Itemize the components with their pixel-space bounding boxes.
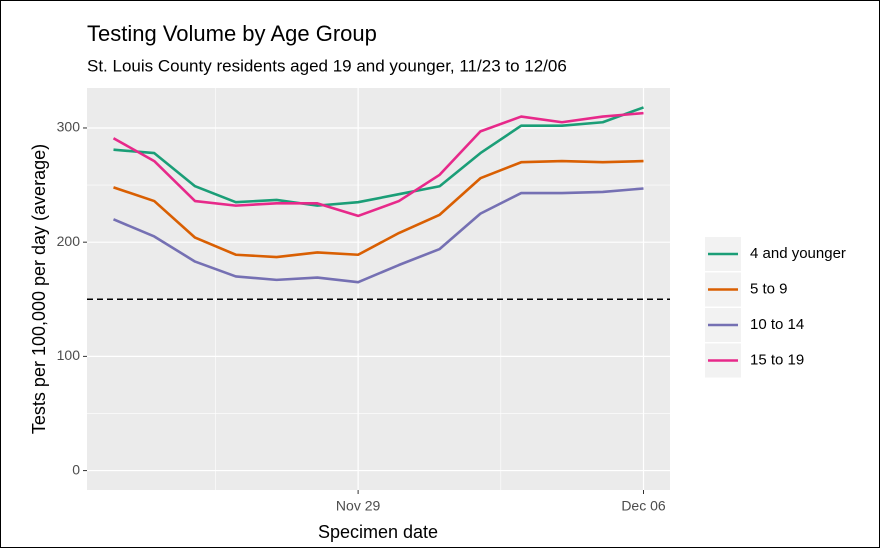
legend-label: 10 to 14 [750,316,804,333]
line-series [113,106,644,207]
line-series [112,187,644,284]
x-axis-title: Specimen date [318,522,438,542]
y-tick-label: 0 [72,461,80,477]
legend-label: 5 to 9 [750,280,788,297]
y-tick-label: 300 [57,119,81,135]
plot-background [87,88,670,490]
legend-label: 15 to 19 [750,351,804,368]
chart-title: Testing Volume by Age Group [87,21,377,46]
legend-label: 4 and younger [750,245,846,262]
line-series [113,159,644,259]
chart-subtitle: St. Louis County residents aged 19 and y… [87,56,567,75]
y-tick-label: 100 [57,347,81,363]
y-tick-label: 200 [57,233,81,249]
line-series [112,111,644,218]
x-tick-label: Nov 29 [336,498,381,514]
x-tick-label: Dec 06 [621,498,666,514]
y-axis-title: Tests per 100,000 per day (average) [29,144,49,434]
